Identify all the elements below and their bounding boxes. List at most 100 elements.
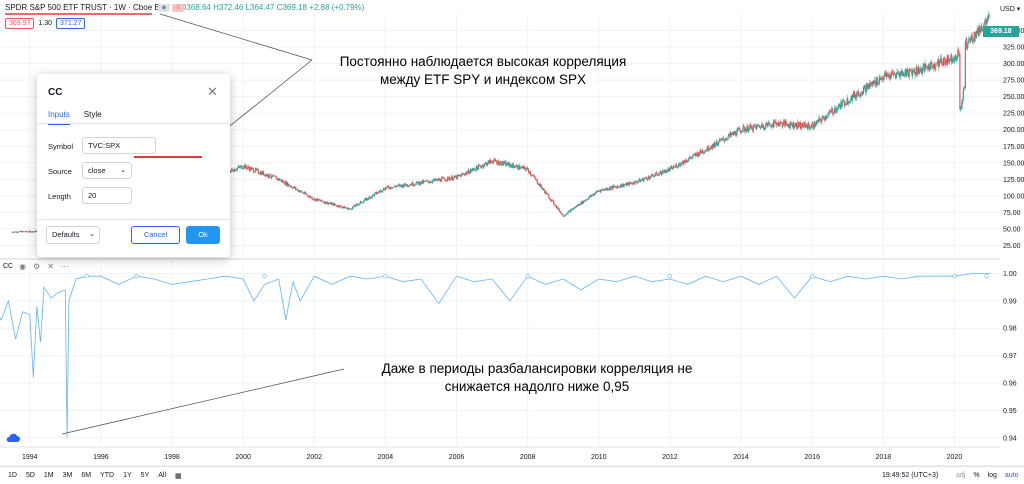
close-icon[interactable]: ✕ (207, 84, 218, 99)
calendar-icon[interactable]: ▦ (175, 473, 182, 480)
indicator-legend[interactable]: CC ◉ ⚙ ✕ ··· (3, 262, 69, 271)
buy-price[interactable]: 371.27 (56, 18, 86, 29)
candle (958, 53, 960, 58)
candle (613, 184, 615, 188)
scale-auto[interactable]: auto (1004, 472, 1019, 479)
ok-button[interactable]: Ok (186, 226, 220, 244)
range-5d[interactable]: 5D (25, 472, 35, 479)
candle (421, 179, 423, 185)
candle (846, 97, 848, 106)
candle (250, 166, 252, 172)
defaults-button[interactable]: Defaults ⌄ (46, 226, 100, 244)
candle (29, 230, 31, 232)
candle (813, 121, 815, 130)
range-all[interactable]: All (158, 472, 167, 479)
candle (905, 67, 907, 78)
candle (259, 170, 261, 175)
cancel-button[interactable]: Cancel (131, 226, 180, 244)
candle (438, 177, 440, 181)
candle (648, 175, 650, 179)
candle (877, 81, 879, 88)
cloud-icon[interactable] (6, 433, 20, 443)
candle (561, 214, 564, 215)
candle (691, 156, 693, 161)
indicator-label[interactable]: CC (3, 263, 14, 270)
candle (791, 122, 793, 126)
candle (765, 121, 767, 125)
candle (381, 191, 383, 193)
candle (538, 183, 540, 187)
indicator-axis[interactable]: 1.00 0.99 0.98 0.97 0.96 0.95 0.94 (1003, 271, 1017, 442)
candle (386, 185, 389, 188)
timezone[interactable]: 19:49:52 (UTC+3) (882, 472, 939, 479)
candle (823, 116, 825, 120)
candle (692, 154, 694, 159)
scale-adj[interactable]: adj (956, 472, 966, 479)
candle (819, 117, 821, 122)
candle (379, 189, 381, 194)
range-1d[interactable]: 1D (8, 472, 17, 479)
line-marker (84, 274, 89, 279)
candle (715, 145, 717, 147)
candle (809, 126, 811, 131)
candle (343, 205, 345, 209)
source-select[interactable]: close ⌄ (82, 162, 132, 179)
tab-inputs[interactable]: Inputs (48, 110, 70, 125)
candle (605, 187, 607, 190)
range-5y[interactable]: 5Y (140, 472, 150, 479)
eye-icon[interactable]: ◉ (158, 4, 170, 12)
scale-percent[interactable]: % (973, 472, 980, 479)
candle (739, 125, 741, 132)
candle (825, 114, 827, 122)
range-1y[interactable]: 1Y (123, 472, 132, 479)
time-axis[interactable]: 1994 1996 1998 2000 2002 2004 2006 2008 2010 2012… (22, 454, 962, 461)
candle (551, 199, 553, 203)
candle (875, 76, 878, 89)
candle (539, 182, 541, 187)
alert-icon[interactable]: ≡ (172, 4, 184, 12)
candle (974, 31, 976, 42)
candle (720, 138, 722, 142)
tab-style[interactable]: Style (83, 110, 102, 119)
range-3m[interactable]: 3M (62, 472, 73, 479)
candle (764, 127, 766, 131)
candle (495, 160, 497, 163)
length-input[interactable]: 20 (82, 187, 132, 204)
symbol-input[interactable]: TVC:SPX (82, 137, 156, 154)
candle (796, 125, 798, 130)
symbol-header[interactable]: SPDR S&P 500 ETF TRUST · 1W · Cboe BZX O… (5, 3, 364, 12)
candle (927, 67, 929, 70)
more-icon[interactable]: ··· (60, 262, 69, 271)
candle (620, 184, 622, 189)
candle (817, 119, 819, 123)
settings-icon[interactable]: ⚙ (33, 262, 41, 271)
candle (419, 180, 421, 186)
price-axis[interactable]: 350.00325.00300.00275.00250.00225.00200.… (1003, 28, 1024, 250)
range-ytd[interactable]: YTD (100, 472, 115, 479)
scale-log[interactable]: log (987, 472, 997, 479)
symbol-title[interactable]: SPDR S&P 500 ETF TRUST · 1W · Cboe BZX (5, 3, 170, 12)
candle (629, 181, 631, 184)
correlation-line[interactable] (0, 273, 990, 438)
eye-icon[interactable]: ◉ (19, 262, 27, 271)
indicator-pane[interactable] (0, 273, 990, 438)
candle (894, 71, 896, 76)
candle (557, 207, 560, 210)
candle (983, 20, 986, 25)
currency-label[interactable]: USD ▾ (1000, 6, 1021, 13)
close-icon[interactable]: ✕ (47, 262, 54, 271)
candle (288, 183, 290, 186)
range-6m[interactable]: 6M (81, 472, 92, 479)
candle (440, 179, 442, 183)
candle (936, 62, 938, 64)
range-1m[interactable]: 1M (43, 472, 54, 479)
candle (733, 131, 735, 135)
candle (879, 75, 881, 84)
candle (921, 68, 923, 77)
sell-price[interactable]: 369.97 (5, 18, 35, 29)
candle (968, 35, 970, 44)
candle (568, 210, 570, 212)
candle (286, 181, 288, 187)
indicator-settings-dialog[interactable]: CC ✕ Inputs Style Symbol TVC:SPX Source … (37, 74, 230, 257)
candle (23, 231, 25, 233)
